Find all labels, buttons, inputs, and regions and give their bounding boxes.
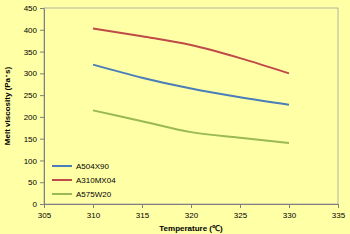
tick-mark: [40, 160, 44, 161]
legend-label: A575W20: [76, 190, 112, 199]
tick-label: 0: [33, 200, 38, 209]
x-axis: 305 310 315 320 325 330 335: [38, 204, 346, 220]
series-group: [93, 28, 289, 143]
plot-frame: [44, 8, 338, 204]
tick-label: 250: [24, 91, 38, 100]
tick-mark: [44, 204, 45, 208]
tick-mark: [40, 73, 44, 74]
tick-label: 150: [24, 135, 38, 144]
series-line: [93, 28, 289, 73]
legend-label: A310MX04: [76, 176, 116, 185]
tick-label: 300: [24, 69, 38, 78]
tick: 400: [24, 26, 44, 35]
legend-swatch: [52, 179, 72, 181]
tick-mark: [93, 204, 94, 208]
tick-mark: [240, 204, 241, 208]
tick-label: 450: [24, 4, 38, 13]
tick: 325: [234, 204, 248, 220]
tick-mark: [289, 204, 290, 208]
tick: 315: [136, 204, 150, 220]
tick-label: 400: [24, 26, 38, 35]
tick-label: 330: [283, 211, 297, 220]
tick: 305: [38, 204, 52, 220]
tick-mark: [40, 95, 44, 96]
tick-label: 100: [24, 157, 38, 166]
tick-mark: [40, 182, 44, 183]
y-axis: 0 50 100 150 200 250 300 350 400 450: [24, 4, 45, 209]
legend-label: A504X90: [76, 162, 109, 171]
tick: 150: [24, 135, 44, 144]
axis-line: [44, 9, 45, 205]
legend-swatch: [52, 193, 72, 195]
tick: 200: [24, 113, 44, 122]
tick: 310: [87, 204, 101, 220]
tick: 450: [24, 4, 44, 13]
tick-label: 50: [28, 178, 37, 187]
tick: 335: [332, 204, 346, 220]
tick-mark: [142, 204, 143, 208]
tick: 330: [283, 204, 297, 220]
tick: 250: [24, 91, 44, 100]
tick: 350: [24, 48, 44, 57]
tick-mark: [40, 52, 44, 53]
y-axis-title: Melt viscosity (Pa･s): [3, 67, 12, 146]
tick-label: 310: [87, 211, 101, 220]
tick-mark: [338, 204, 339, 208]
chart: 305 310 315 320 325 330 335 0 50 100 150 200 250 300 3…: [0, 0, 350, 234]
tick-label: 325: [234, 211, 248, 220]
tick-label: 335: [332, 211, 346, 220]
tick: 320: [185, 204, 199, 220]
tick-label: 315: [136, 211, 150, 220]
x-axis-title: Temperature (℃): [159, 224, 223, 233]
tick: 100: [24, 157, 44, 166]
background: [0, 0, 350, 234]
tick-label: 200: [24, 113, 38, 122]
plot: 305 310 315 320 325 330 335 0 50 100 150 200 250 300 3…: [24, 4, 346, 220]
tick: 0: [33, 200, 44, 209]
legend-swatch: [52, 165, 72, 167]
tick-label: 350: [24, 48, 38, 57]
tick: 300: [24, 69, 44, 78]
tick-mark: [40, 8, 44, 9]
tick-mark: [191, 204, 192, 208]
tick: 50: [28, 178, 44, 187]
tick-mark: [40, 117, 44, 118]
tick-mark: [40, 139, 44, 140]
tick-mark: [40, 204, 44, 205]
tick-mark: [40, 30, 44, 31]
series-line: [93, 110, 289, 143]
legend: A504X90 A310MX04 A575W20: [52, 162, 116, 199]
tick-label: 320: [185, 211, 199, 220]
tick-label: 305: [38, 211, 52, 220]
series-line: [93, 65, 289, 105]
